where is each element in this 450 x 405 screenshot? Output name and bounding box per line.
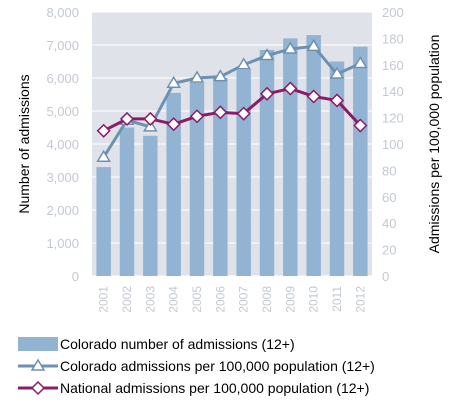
y-left-axis-title: Number of admissions <box>16 74 32 213</box>
y-left-tick-label: 1,000 <box>46 236 79 251</box>
diamond-marker-2008 <box>259 86 275 101</box>
y-left-tick-label: 7,000 <box>46 38 79 53</box>
x-tick-label: 2010 <box>307 286 321 313</box>
bar-2012 <box>353 46 368 277</box>
y-right-tick-label: 200 <box>382 5 404 20</box>
bar-2002 <box>119 127 135 276</box>
bar-2010 <box>306 35 321 276</box>
legend-swatch-diamond-line <box>18 377 58 399</box>
diamond-marker-2012 <box>353 118 368 133</box>
triangle-marker-2005 <box>189 70 205 83</box>
y-left-tick-label: 6,000 <box>46 71 79 86</box>
bar-2009 <box>283 38 298 277</box>
y-right-tick-label: 0 <box>382 269 389 284</box>
y-left-tick-label: 3,000 <box>46 170 79 185</box>
legend-label-colorado-number: Colorado number of admissions (12+) <box>60 336 295 352</box>
diamond-marker-2007 <box>236 106 251 121</box>
diamond-marker-2003 <box>143 111 158 126</box>
y-right-tick-label: 20 <box>382 243 396 258</box>
legend-label-colorado-rate: Colorado admissions per 100,000 populati… <box>60 358 375 374</box>
x-tick-label: 2008 <box>260 286 274 313</box>
y-left-tick-label: 2,000 <box>46 203 79 218</box>
x-tick-label: 2002 <box>120 286 134 313</box>
bar-2007 <box>236 69 251 276</box>
legend-item-colorado-number: Colorado number of admissions (12+) <box>18 333 375 355</box>
x-tick-label: 2004 <box>167 286 181 313</box>
triangle-marker-2010 <box>306 38 321 52</box>
combo-chart: 0 1,000 2,000 3,000 4,000 5,000 6,000 7,000 8,00… <box>16 5 442 313</box>
triangle-marker-2006 <box>213 69 228 82</box>
y-right-tick-label: 40 <box>382 216 396 231</box>
diamond-marker-2002 <box>119 111 135 126</box>
y-right-tick-label: 120 <box>382 111 404 126</box>
y-right-axis-title: Admissions per 100,000 population <box>426 35 442 254</box>
triangle-marker-2001 <box>96 149 111 162</box>
line-series <box>96 38 368 162</box>
bar-2006 <box>213 78 228 276</box>
legend-swatch-triangle-line <box>18 355 58 377</box>
y-left-tick-label: 5,000 <box>46 104 79 119</box>
x-tick-label: 2009 <box>283 286 297 313</box>
gridlines <box>92 11 372 277</box>
legend-swatch-bar <box>18 333 58 355</box>
legend-item-national-rate: National admissions per 100,000 populati… <box>18 377 375 399</box>
x-tick-label: 2003 <box>143 286 157 313</box>
bar-2001 <box>96 167 111 276</box>
y-left-tick-label: 4,000 <box>46 137 79 152</box>
triangle-marker-2009 <box>283 41 298 54</box>
y-right-tick-label: 140 <box>382 84 404 99</box>
bar-2003 <box>143 135 158 276</box>
bar-2011 <box>329 61 345 276</box>
bar-series <box>96 35 368 277</box>
x-tick-label: 2007 <box>237 286 251 313</box>
diamond-marker-2005 <box>189 109 205 124</box>
x-tick-label: 2005 <box>190 286 204 313</box>
x-tick-label: 2001 <box>97 286 111 313</box>
bar-2004 <box>166 92 181 276</box>
diamond-marker-2004 <box>166 117 181 132</box>
legend-label-national-rate: National admissions per 100,000 populati… <box>60 380 370 396</box>
y-right-tick-label: 80 <box>382 163 396 178</box>
y-left-tick-label: 0 <box>72 269 79 284</box>
diamond-marker-2011 <box>329 93 345 108</box>
tick-labels: 0 1,000 2,000 3,000 4,000 5,000 6,000 7,000 8,00… <box>46 5 403 313</box>
triangle-marker-2007 <box>236 57 251 70</box>
x-tick-label: 2012 <box>353 286 367 313</box>
x-tick-label: 2011 <box>330 286 344 312</box>
diamond-marker-2009 <box>283 81 298 96</box>
bar-2008 <box>259 49 275 277</box>
legend: Colorado number of admissions (12+) Colo… <box>18 333 375 399</box>
triangle-marker-2012 <box>353 56 368 69</box>
diamond-marker-2001 <box>96 123 111 138</box>
triangle-marker-2004 <box>166 75 181 89</box>
y-right-tick-label: 100 <box>382 137 404 152</box>
triangle-marker-2008 <box>259 48 275 61</box>
diamond-marker-2006 <box>213 105 228 120</box>
legend-item-colorado-rate: Colorado admissions per 100,000 populati… <box>18 355 375 377</box>
y-left-tick-label: 8,000 <box>46 5 79 20</box>
diamond-marker-2010 <box>306 89 321 104</box>
bar-2005 <box>189 82 205 276</box>
triangle-marker-2011 <box>329 66 345 79</box>
y-right-tick-label: 160 <box>382 58 404 73</box>
y-right-tick-label: 60 <box>382 190 396 205</box>
x-tick-label: 2006 <box>213 286 227 313</box>
y-right-tick-label: 180 <box>382 31 404 46</box>
